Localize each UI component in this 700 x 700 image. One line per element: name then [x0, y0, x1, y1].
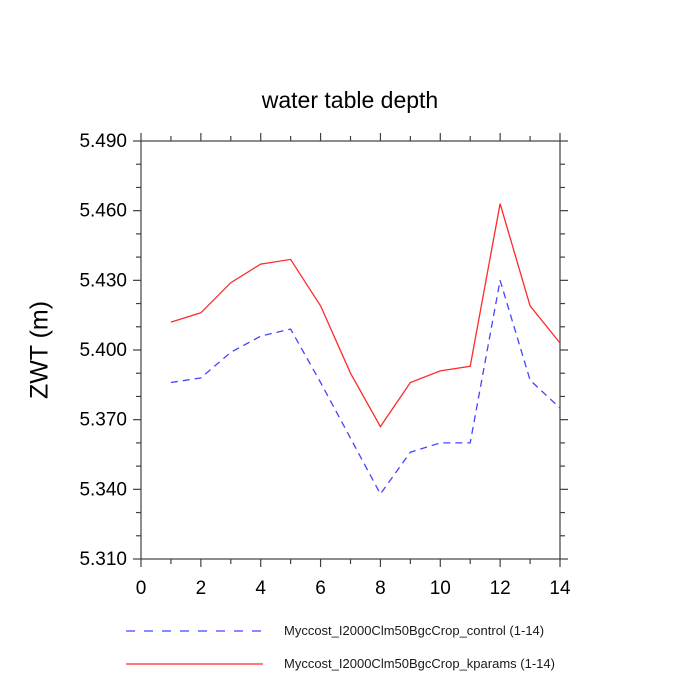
y-tick-label: 5.370	[79, 410, 127, 431]
legend-item-kparams: Myccost_I2000Clm50BgcCrop_kparams (1-14)	[126, 647, 586, 680]
y-tick-label: 5.340	[79, 479, 127, 500]
y-tick-label: 5.460	[79, 201, 127, 222]
legend-label-control: Myccost_I2000Clm50BgcCrop_control (1-14)	[284, 623, 545, 638]
x-tick-label: 12	[490, 578, 511, 599]
x-tick-label: 8	[375, 578, 386, 599]
y-tick-label: 5.430	[79, 270, 127, 291]
y-tick-label: 5.310	[79, 549, 127, 570]
legend: Myccost_I2000Clm50BgcCrop_control (1-14)…	[126, 614, 586, 680]
y-tick-label: 5.400	[79, 340, 127, 361]
series-line-kparams	[170, 203, 561, 428]
legend-item-control: Myccost_I2000Clm50BgcCrop_control (1-14)	[126, 614, 586, 647]
x-tick-label: 6	[315, 578, 326, 599]
chart-title: water table depth	[261, 87, 439, 113]
x-tick-label: 10	[430, 578, 451, 599]
x-tick-label: 2	[196, 578, 207, 599]
y-tick-label: 5.490	[79, 131, 127, 152]
x-tick-label: 4	[255, 578, 266, 599]
series-line-control	[170, 280, 561, 496]
legend-label-kparams: Myccost_I2000Clm50BgcCrop_kparams (1-14)	[284, 656, 555, 671]
legend-line-sample-kparams	[126, 662, 263, 665]
legend-line-sample-control	[126, 629, 263, 632]
x-tick-label: 14	[549, 578, 571, 599]
x-tick-label: 0	[136, 578, 147, 599]
